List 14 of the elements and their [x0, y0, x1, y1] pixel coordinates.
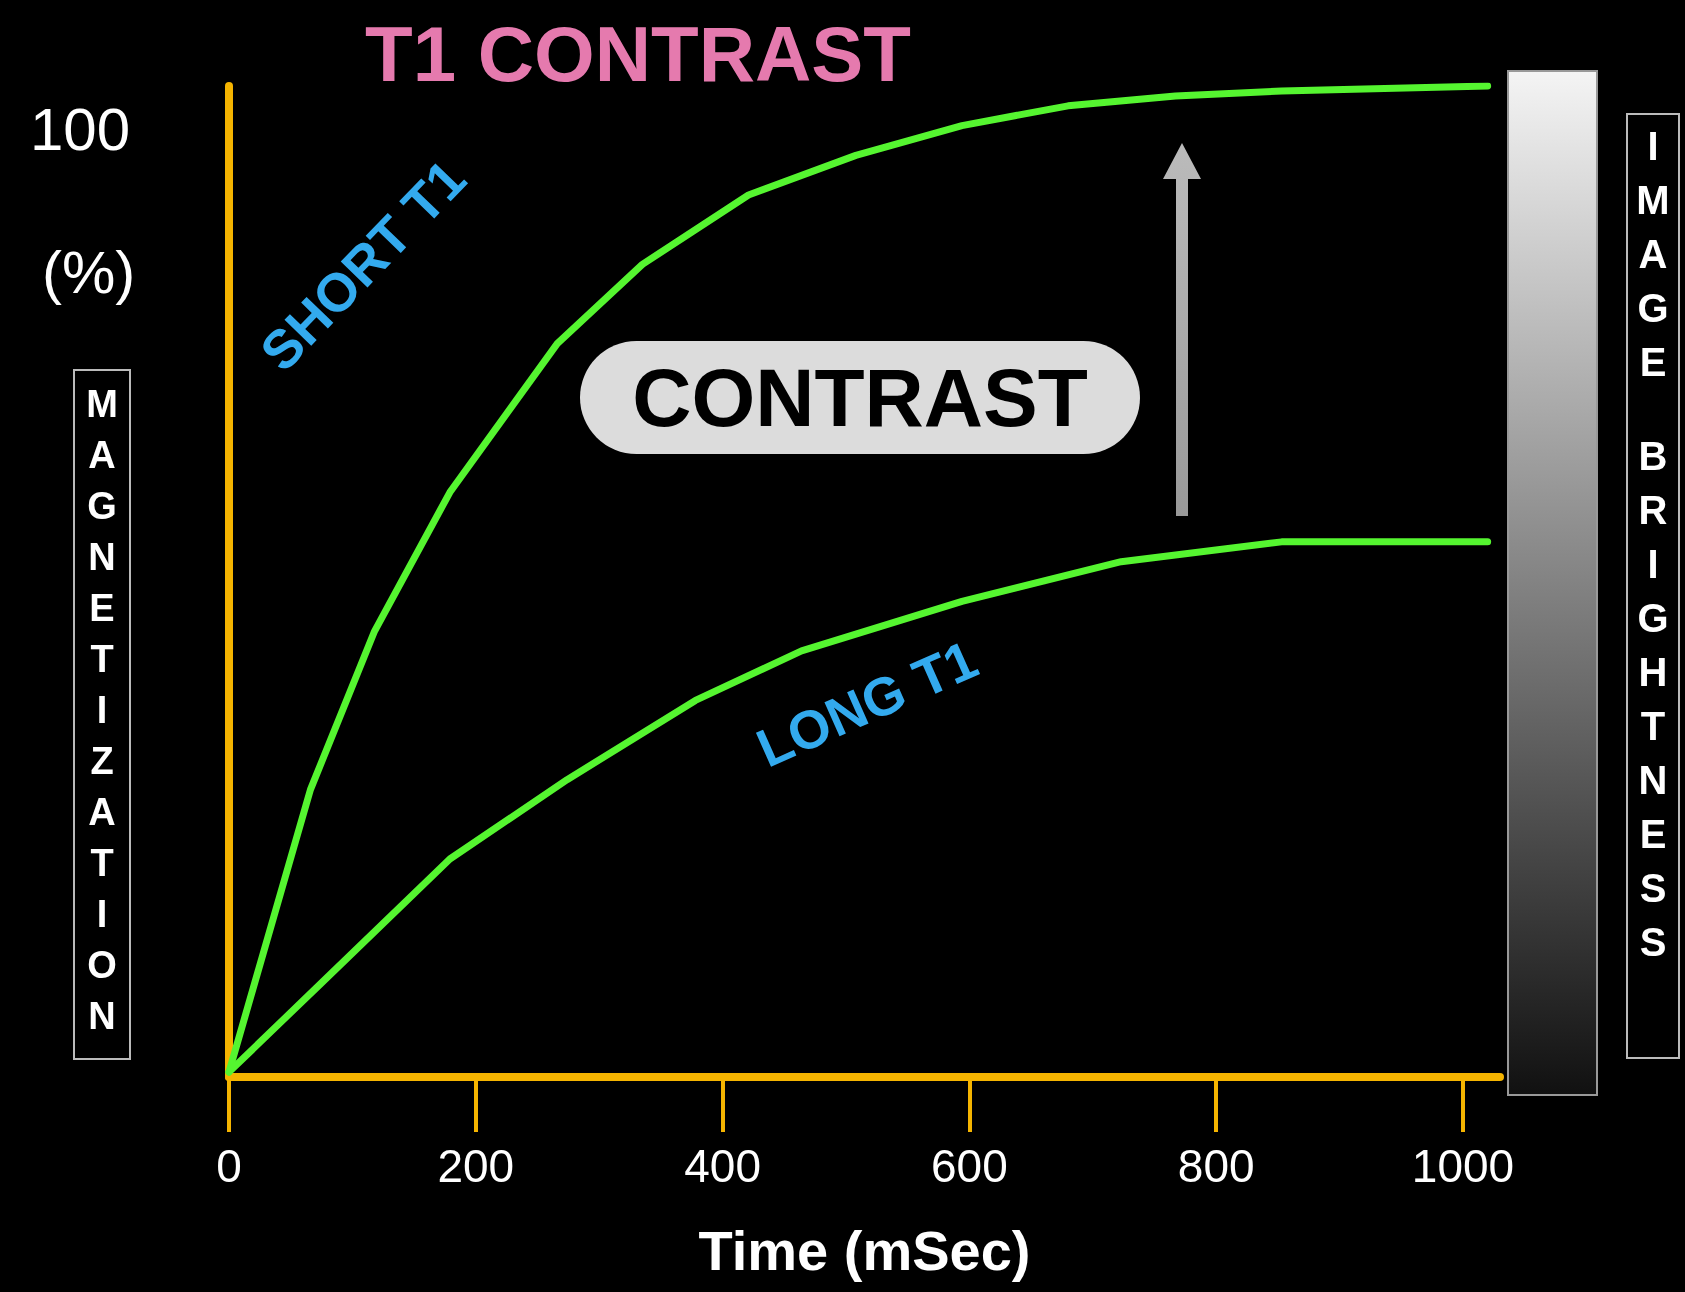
text: IMAGE BRIGHTNESS — [1636, 124, 1670, 964]
x-tick-label: 1000 — [1411, 1140, 1515, 1192]
x-tick-label: 800 — [1177, 1140, 1255, 1192]
x-axis-title: Time (mSec) — [698, 1218, 1031, 1282]
chart-title: T1 CONTRAST — [365, 10, 911, 98]
text: MAGNETIZATION — [86, 383, 118, 1037]
x-tick-label: 400 — [684, 1140, 761, 1192]
x-tick-label: 600 — [931, 1140, 1008, 1192]
annotation: CONTRAST — [580, 341, 1140, 454]
x-tick-label: 200 — [437, 1140, 515, 1192]
text: (%) — [42, 238, 136, 307]
text: LONG T1 — [747, 627, 987, 780]
x-tick-label: 0 — [216, 1140, 242, 1192]
text: 100 — [30, 95, 131, 164]
